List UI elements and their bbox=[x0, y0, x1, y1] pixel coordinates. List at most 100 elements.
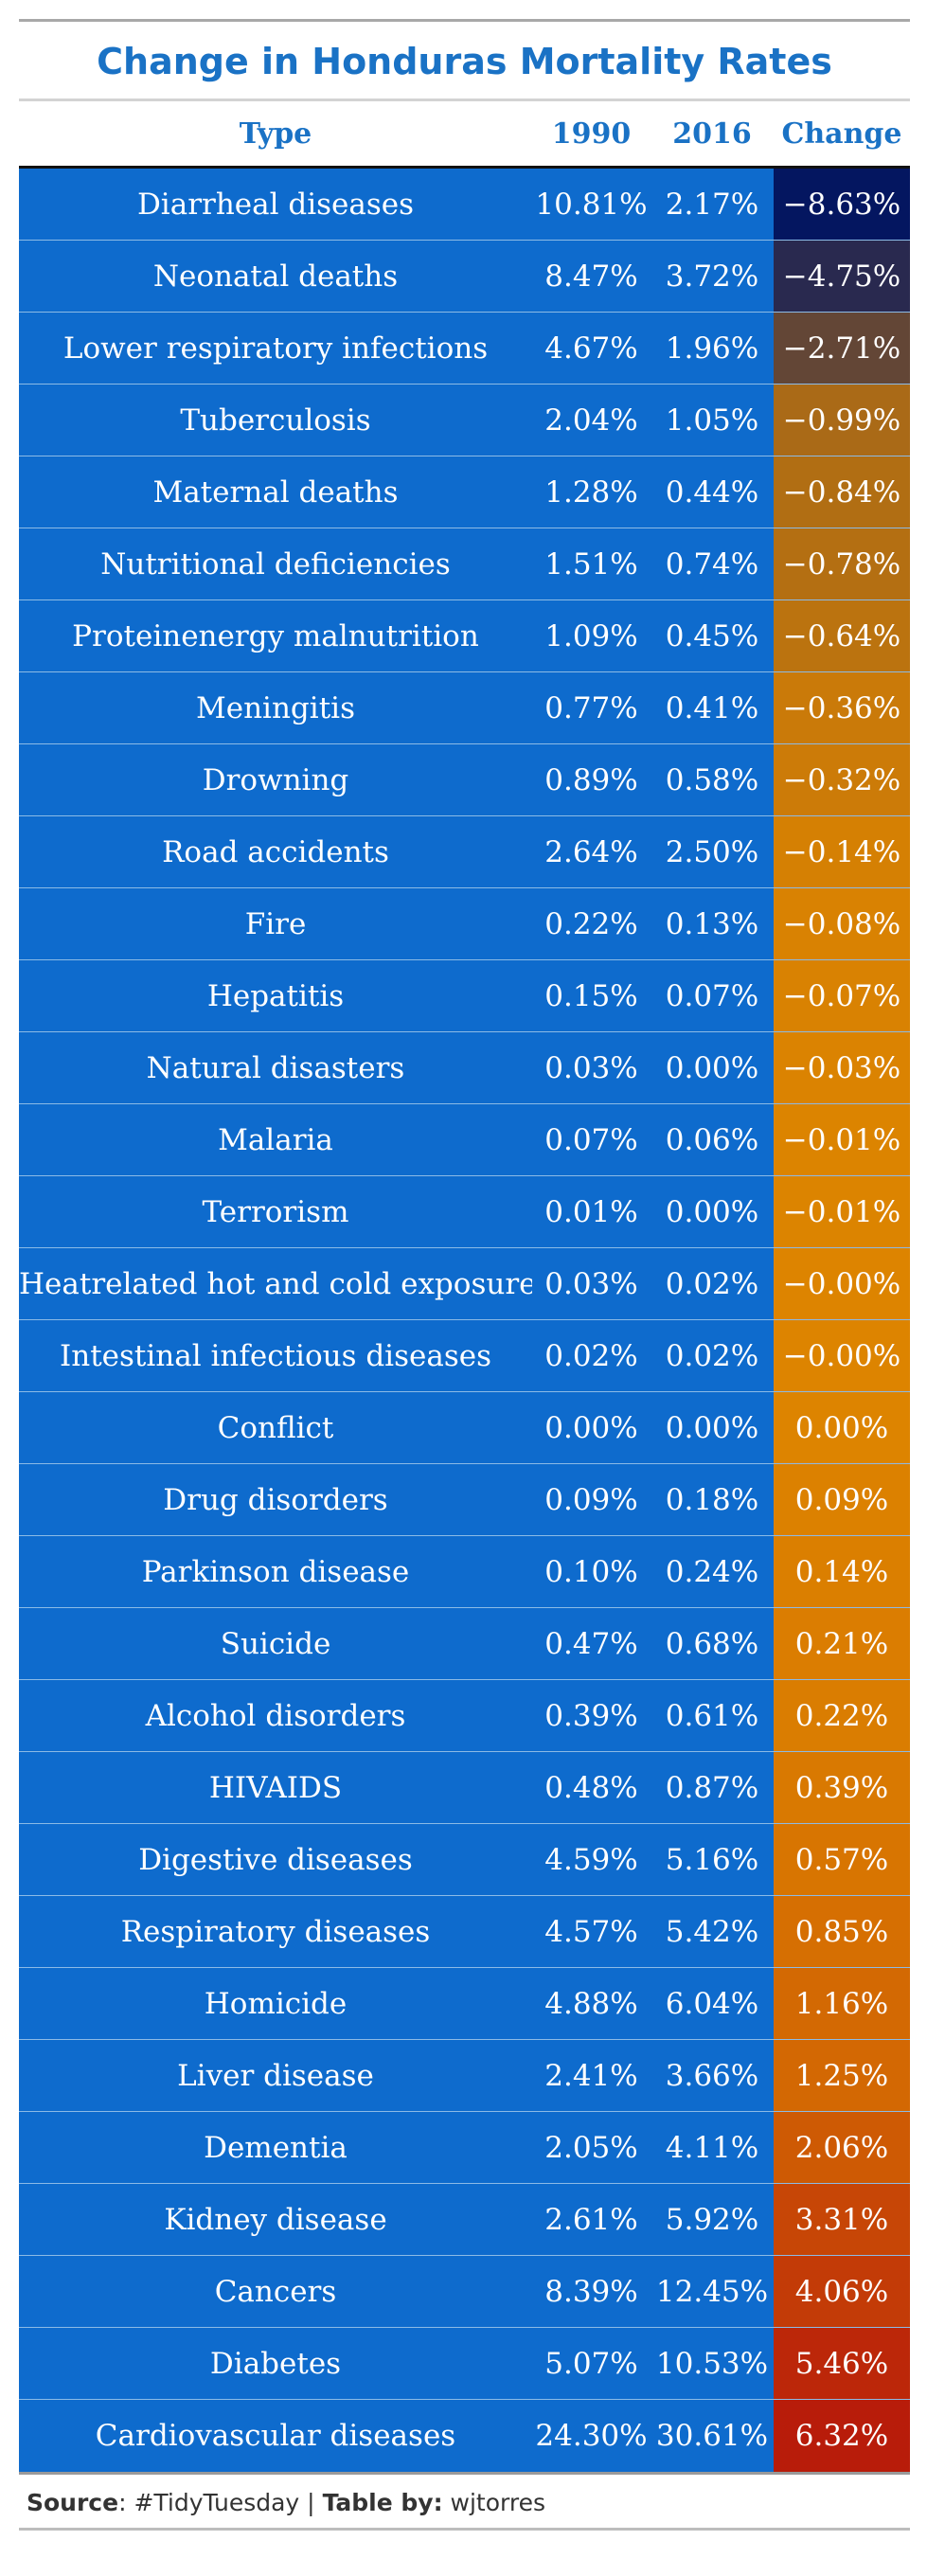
author-name: wjtorres bbox=[442, 2489, 545, 2516]
table-row: Lower respiratory infections 4.67% 1.96% −2… bbox=[19, 313, 910, 385]
value-2016-cell: 0.00% bbox=[651, 1392, 774, 1463]
value-1990-cell: 8.39% bbox=[532, 2256, 651, 2327]
value-2016-cell: 0.41% bbox=[651, 672, 774, 743]
change-cell: 5.46% bbox=[774, 2328, 910, 2399]
table-row: Maternal deaths 1.28% 0.44% −0.84% bbox=[19, 456, 910, 528]
type-cell: Digestive diseases bbox=[19, 1824, 532, 1895]
value-1990-cell: 24.30% bbox=[532, 2400, 651, 2472]
source-note: Source: #TidyTuesday | Table by: wjtorre… bbox=[19, 2475, 910, 2528]
change-cell: 1.25% bbox=[774, 2040, 910, 2111]
value-2016-cell: 2.50% bbox=[651, 816, 774, 887]
type-cell: Fire bbox=[19, 888, 532, 959]
source-label: Source bbox=[27, 2489, 119, 2516]
value-2016-cell: 1.05% bbox=[651, 385, 774, 456]
value-2016-cell: 6.04% bbox=[651, 1968, 774, 2039]
change-cell: −0.84% bbox=[774, 456, 910, 528]
change-cell: −0.99% bbox=[774, 385, 910, 456]
table-row: Hepatitis 0.15% 0.07% −0.07% bbox=[19, 960, 910, 1032]
type-cell: Hepatitis bbox=[19, 960, 532, 1031]
change-cell: −0.32% bbox=[774, 744, 910, 815]
value-1990-cell: 0.15% bbox=[532, 960, 651, 1031]
title-rule bbox=[19, 98, 910, 101]
value-1990-cell: 1.09% bbox=[532, 600, 651, 671]
table-row: Suicide 0.47% 0.68% 0.21% bbox=[19, 1608, 910, 1680]
column-header-1990: 1990 bbox=[551, 117, 632, 151]
table-row: Tuberculosis 2.04% 1.05% −0.99% bbox=[19, 385, 910, 456]
value-2016-cell: 2.17% bbox=[651, 169, 774, 240]
value-1990-cell: 4.57% bbox=[532, 1896, 651, 1967]
type-cell: Intestinal infectious diseases bbox=[19, 1320, 532, 1391]
table-row: HIVAIDS 0.48% 0.87% 0.39% bbox=[19, 1752, 910, 1824]
value-2016-cell: 0.02% bbox=[651, 1248, 774, 1319]
value-2016-cell: 10.53% bbox=[651, 2328, 774, 2399]
value-2016-cell: 0.24% bbox=[651, 1536, 774, 1607]
value-1990-cell: 0.77% bbox=[532, 672, 651, 743]
change-cell: 0.57% bbox=[774, 1824, 910, 1895]
change-cell: −0.36% bbox=[774, 672, 910, 743]
change-cell: −0.07% bbox=[774, 960, 910, 1031]
value-1990-cell: 0.39% bbox=[532, 1680, 651, 1751]
change-cell: −0.03% bbox=[774, 1032, 910, 1103]
change-cell: 0.85% bbox=[774, 1896, 910, 1967]
table-row: Nutritional deficiencies 1.51% 0.74% −0.78% bbox=[19, 528, 910, 600]
value-1990-cell: 0.01% bbox=[532, 1176, 651, 1247]
value-2016-cell: 0.58% bbox=[651, 744, 774, 815]
source-text: : #TidyTuesday | bbox=[118, 2489, 323, 2516]
change-cell: 3.31% bbox=[774, 2184, 910, 2255]
footer-rule bbox=[19, 2528, 910, 2531]
value-1990-cell: 8.47% bbox=[532, 241, 651, 312]
change-cell: −0.00% bbox=[774, 1320, 910, 1391]
type-cell: Road accidents bbox=[19, 816, 532, 887]
value-2016-cell: 0.13% bbox=[651, 888, 774, 959]
value-1990-cell: 4.88% bbox=[532, 1968, 651, 2039]
change-cell: 0.00% bbox=[774, 1392, 910, 1463]
table-row: Diarrheal diseases 10.81% 2.17% −8.63% bbox=[19, 169, 910, 241]
value-2016-cell: 5.16% bbox=[651, 1824, 774, 1895]
type-cell: Proteinenergy malnutrition bbox=[19, 600, 532, 671]
value-1990-cell: 0.07% bbox=[532, 1104, 651, 1175]
table-by-label: Table by: bbox=[322, 2489, 443, 2516]
value-2016-cell: 5.92% bbox=[651, 2184, 774, 2255]
change-cell: −0.64% bbox=[774, 600, 910, 671]
table-row: Homicide 4.88% 6.04% 1.16% bbox=[19, 1968, 910, 2040]
table-row: Liver disease 2.41% 3.66% 1.25% bbox=[19, 2040, 910, 2112]
table-row: Cancers 8.39% 12.45% 4.06% bbox=[19, 2256, 910, 2328]
value-2016-cell: 4.11% bbox=[651, 2112, 774, 2183]
value-1990-cell: 2.61% bbox=[532, 2184, 651, 2255]
table-row: Alcohol disorders 0.39% 0.61% 0.22% bbox=[19, 1680, 910, 1752]
table-row: Neonatal deaths 8.47% 3.72% −4.75% bbox=[19, 241, 910, 313]
type-cell: Suicide bbox=[19, 1608, 532, 1679]
table-row: Respiratory diseases 4.57% 5.42% 0.85% bbox=[19, 1896, 910, 1968]
column-header-2016: 2016 bbox=[672, 117, 752, 151]
value-2016-cell: 0.44% bbox=[651, 456, 774, 528]
value-1990-cell: 1.28% bbox=[532, 456, 651, 528]
type-cell: Diarrheal diseases bbox=[19, 169, 532, 240]
type-cell: Respiratory diseases bbox=[19, 1896, 532, 1967]
table-row: Parkinson disease 0.10% 0.24% 0.14% bbox=[19, 1536, 910, 1608]
value-1990-cell: 5.07% bbox=[532, 2328, 651, 2399]
type-cell: Natural disasters bbox=[19, 1032, 532, 1103]
type-cell: Meningitis bbox=[19, 672, 532, 743]
value-1990-cell: 4.59% bbox=[532, 1824, 651, 1895]
type-cell: Lower respiratory infections bbox=[19, 313, 532, 384]
change-cell: −8.63% bbox=[774, 169, 910, 240]
table-row: Natural disasters 0.03% 0.00% −0.03% bbox=[19, 1032, 910, 1104]
value-2016-cell: 0.00% bbox=[651, 1032, 774, 1103]
table-row: Malaria 0.07% 0.06% −0.01% bbox=[19, 1104, 910, 1176]
change-cell: −0.00% bbox=[774, 1248, 910, 1319]
table-row: Conflict 0.00% 0.00% 0.00% bbox=[19, 1392, 910, 1464]
change-cell: −0.01% bbox=[774, 1176, 910, 1247]
type-cell: Dementia bbox=[19, 2112, 532, 2183]
table-row: Fire 0.22% 0.13% −0.08% bbox=[19, 888, 910, 960]
change-cell: 0.39% bbox=[774, 1752, 910, 1823]
change-cell: 0.22% bbox=[774, 1680, 910, 1751]
type-cell: Maternal deaths bbox=[19, 456, 532, 528]
type-cell: Heatrelated hot and cold exposure bbox=[19, 1248, 532, 1319]
type-cell: Diabetes bbox=[19, 2328, 532, 2399]
table-body: Diarrheal diseases 10.81% 2.17% −8.63% Neona… bbox=[19, 169, 910, 2472]
column-header-row: Type 1990 2016 Change bbox=[19, 101, 910, 169]
type-cell: Conflict bbox=[19, 1392, 532, 1463]
value-2016-cell: 0.87% bbox=[651, 1752, 774, 1823]
value-1990-cell: 0.47% bbox=[532, 1608, 651, 1679]
type-cell: Neonatal deaths bbox=[19, 241, 532, 312]
